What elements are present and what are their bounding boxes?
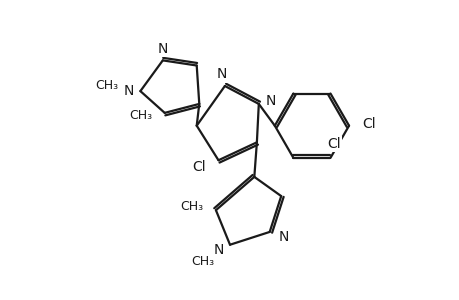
Text: N: N (157, 42, 168, 56)
Text: N: N (213, 243, 223, 257)
Text: CH₃: CH₃ (95, 80, 118, 92)
Text: N: N (278, 230, 288, 244)
Text: Cl: Cl (192, 160, 206, 174)
Text: N: N (264, 94, 275, 108)
Text: N: N (216, 68, 226, 82)
Text: CH₃: CH₃ (129, 109, 151, 122)
Text: N: N (123, 84, 134, 98)
Text: Cl: Cl (362, 117, 375, 131)
Text: Cl: Cl (326, 137, 340, 151)
Text: CH₃: CH₃ (179, 200, 203, 213)
Text: CH₃: CH₃ (191, 255, 214, 268)
